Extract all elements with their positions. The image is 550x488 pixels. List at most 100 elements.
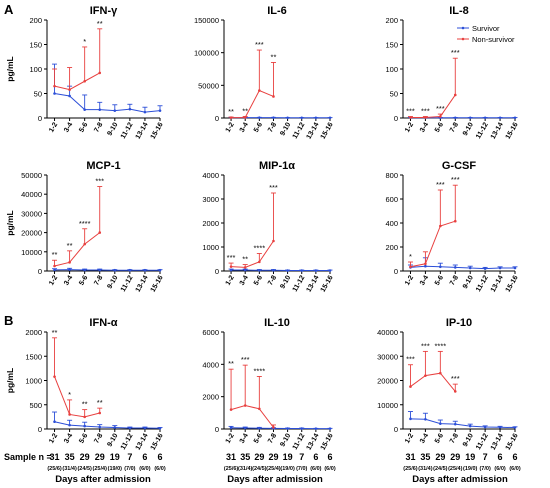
sample-n: 19 — [283, 452, 293, 462]
y-tick-label: 0 — [215, 267, 219, 276]
x-tick-label: 15-16 — [320, 121, 335, 140]
y-tick-label: 50000 — [21, 171, 42, 180]
sample-n: 29 — [450, 452, 460, 462]
series-line — [54, 269, 160, 271]
data-point — [272, 239, 275, 243]
data-point — [272, 95, 275, 98]
y-tick-label: 400 — [385, 219, 398, 228]
data-point — [328, 269, 332, 272]
x-tick-label: 7-8 — [267, 432, 278, 444]
data-point — [128, 426, 132, 430]
sample-n: 29 — [80, 452, 90, 462]
data-point — [513, 426, 517, 429]
x-tick-label: 5-6 — [434, 432, 445, 444]
significance-stars: *** — [406, 355, 415, 364]
y-tick-label: 100 — [385, 65, 398, 74]
data-point — [143, 426, 147, 430]
data-point — [243, 268, 247, 272]
x-tick-label: 13-14 — [306, 432, 321, 451]
sample-n: 7 — [127, 452, 132, 462]
sample-breakdown: (24/5) — [433, 466, 448, 472]
sample-n: 6 — [327, 452, 332, 462]
data-point — [513, 266, 517, 270]
x-tick-label: 15-16 — [505, 432, 520, 451]
chart-panel-4: MCP-1 0 10000 20000 30000 40000 50000 pg/mL 1-2 3… — [5, 160, 165, 294]
chart-panel-1: IFN-γ 0 50 100 150 200 pg/mL 1-2 3-4 5-6 7-8 9-10 11… — [5, 5, 165, 141]
data-point — [453, 390, 457, 393]
chart-title: MIP-1α — [259, 160, 295, 172]
x-tick-label: 1-2 — [225, 432, 236, 444]
chart-panel-9: IP-10 0 10000 20000 30000 40000 1-2 3-4 5-6 7-8 9-… — [377, 317, 521, 472]
sample-breakdown: (7/0) — [296, 466, 307, 472]
chart-panel-3: IL-8 0 50 100 150 200 1-2 3-4 5-6 7-8 9-10 11-12 13-… — [385, 5, 519, 141]
sample-breakdown: (24/5) — [252, 466, 267, 472]
y-tick-label: 10000 — [377, 401, 398, 410]
series-line — [54, 232, 101, 267]
x-tick-label: 9-10 — [279, 121, 292, 137]
y-tick-label: 4000 — [202, 360, 219, 369]
y-tick-label: 150000 — [194, 16, 219, 25]
y-tick-label: 200 — [385, 16, 398, 25]
data-point — [229, 116, 233, 119]
x-axis-title-1: Days after admission — [55, 474, 151, 485]
data-point — [513, 116, 517, 120]
sample-breakdown: (24/5) — [77, 466, 92, 472]
sample-breakdown: (25/4) — [266, 466, 281, 472]
significance-stars: ** — [67, 241, 73, 250]
data-point — [113, 268, 117, 272]
x-tick-label: 1-2 — [48, 274, 59, 286]
x-tick-label: 13-14 — [490, 432, 505, 451]
y-tick-label: 0 — [215, 114, 219, 123]
x-tick-label: 11-12 — [120, 274, 135, 293]
data-point — [424, 374, 427, 377]
chart-panel-5: MIP-1α 0 1000 2000 3000 4000 1-2 3-4 5-6 7-8 9-10 1… — [202, 160, 334, 294]
x-tick-label: 9-10 — [462, 432, 475, 448]
significance-stars: ** — [271, 52, 277, 61]
data-point — [143, 110, 147, 114]
data-point — [68, 94, 71, 98]
y-tick-label: 200 — [385, 243, 398, 252]
data-point — [53, 92, 56, 95]
y-tick-label: 3000 — [202, 195, 219, 204]
sample-n: 29 — [254, 452, 264, 462]
significance-stars: *** — [227, 253, 236, 262]
data-point — [300, 269, 304, 272]
y-tick-label: 0 — [38, 425, 42, 434]
x-tick-label: 15-16 — [150, 121, 165, 140]
series-line — [410, 220, 456, 268]
data-point — [158, 426, 162, 430]
significance-stars: ** — [82, 400, 88, 409]
series-line — [410, 265, 515, 270]
x-tick-label: 11-12 — [120, 121, 135, 140]
sample-n: 31 — [50, 452, 60, 462]
sample-breakdown: (19/0) — [108, 466, 123, 472]
x-tick-label: 11-12 — [475, 432, 490, 451]
data-point — [243, 116, 247, 119]
chart-title: IL-10 — [264, 317, 290, 329]
data-point — [143, 268, 147, 272]
legend-marker — [461, 37, 465, 41]
y-tick-label: 50000 — [198, 81, 219, 90]
y-tick-label: 1000 — [25, 377, 42, 386]
x-tick-label: 5-6 — [434, 274, 445, 286]
significance-stars: * — [68, 390, 71, 399]
x-tick-label: 7-8 — [267, 274, 278, 286]
y-tick-label: 6000 — [202, 328, 219, 337]
y-tick-label: 40000 — [21, 190, 42, 199]
y-tick-label: 150 — [29, 41, 42, 50]
data-point — [98, 425, 102, 429]
significance-stars: *** — [255, 40, 264, 49]
x-tick-label: 7-8 — [449, 432, 460, 444]
y-tick-label: 0 — [394, 267, 398, 276]
x-tick-label: 5-6 — [78, 274, 89, 286]
y-tick-label: 10000 — [21, 248, 42, 257]
data-point — [83, 79, 86, 83]
data-point — [98, 71, 102, 75]
x-tick-label: 1-2 — [48, 432, 59, 444]
sample-n: 6 — [498, 452, 503, 462]
data-point — [300, 427, 304, 430]
data-point — [258, 407, 261, 411]
y-axis-label: pg/mL — [5, 210, 15, 236]
data-point — [453, 266, 457, 269]
